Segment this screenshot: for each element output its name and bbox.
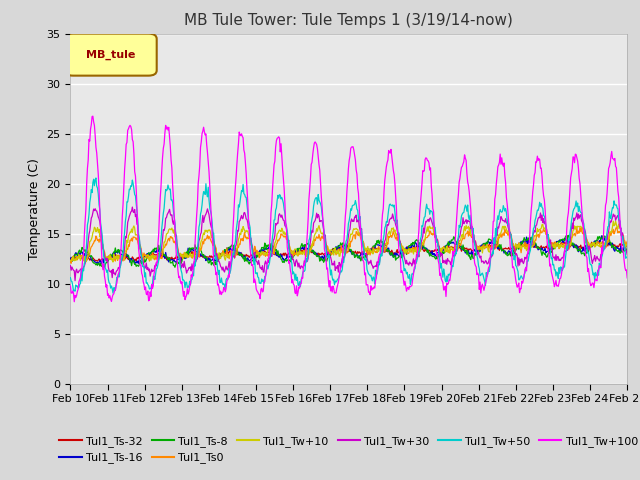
Text: MB_tule: MB_tule: [86, 49, 135, 60]
Y-axis label: Temperature (C): Temperature (C): [28, 158, 41, 260]
Legend: Tul1_Ts-32, Tul1_Ts-16, Tul1_Ts-8, Tul1_Ts0, Tul1_Tw+10, Tul1_Tw+30, Tul1_Tw+50,: Tul1_Ts-32, Tul1_Ts-16, Tul1_Ts-8, Tul1_…: [55, 432, 640, 468]
FancyBboxPatch shape: [65, 34, 157, 76]
Title: MB Tule Tower: Tule Temps 1 (3/19/14-now): MB Tule Tower: Tule Temps 1 (3/19/14-now…: [184, 13, 513, 28]
